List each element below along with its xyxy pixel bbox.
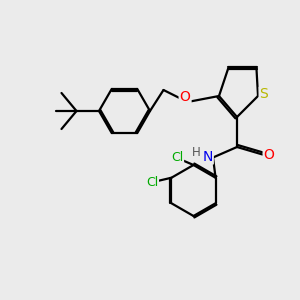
Text: S: S [260, 88, 268, 101]
Text: H: H [192, 146, 201, 159]
Text: N: N [202, 150, 213, 164]
Text: O: O [180, 90, 190, 104]
Text: O: O [264, 148, 274, 162]
Text: Cl: Cl [146, 176, 158, 189]
Text: Cl: Cl [171, 151, 183, 164]
